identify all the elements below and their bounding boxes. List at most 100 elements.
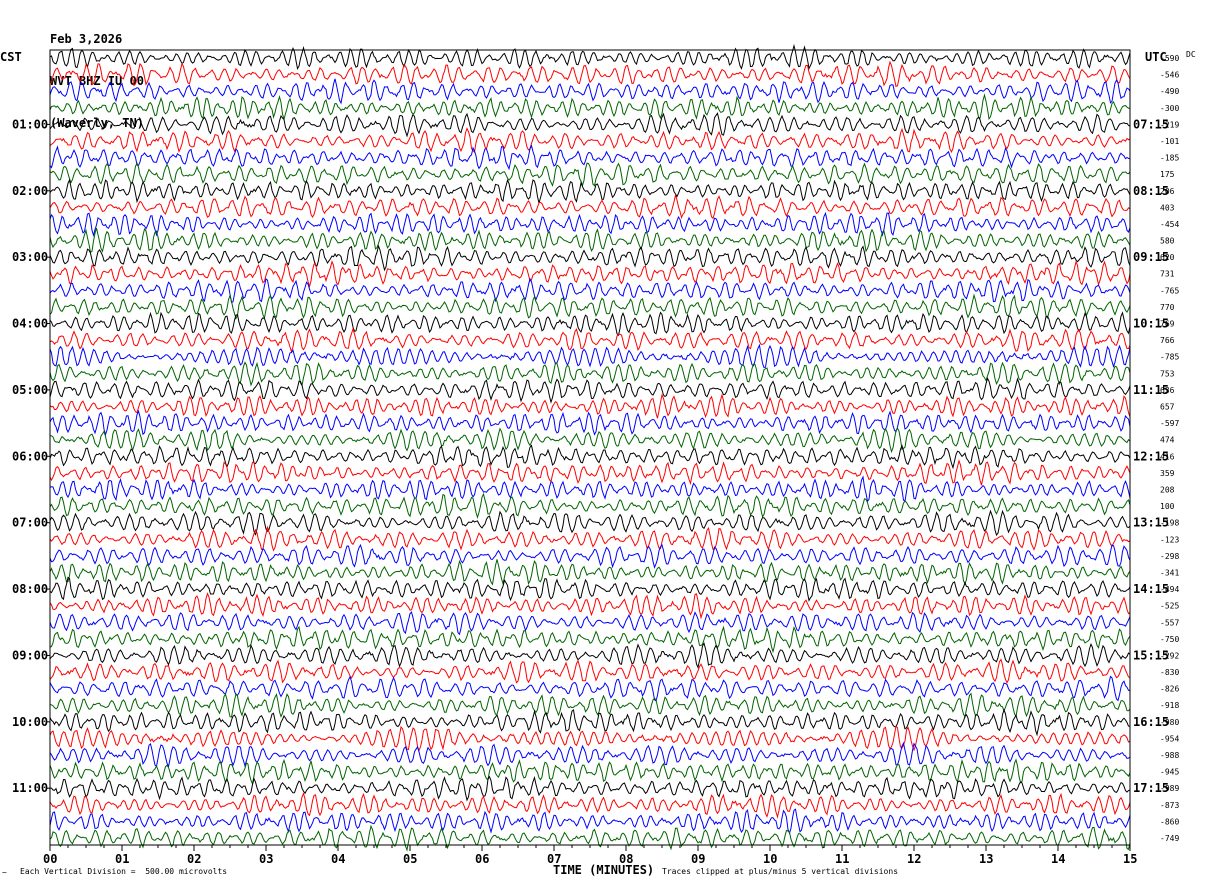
seismic-trace (49, 824, 1131, 852)
x-tick-label: 06 (475, 852, 489, 866)
dc-offset-label: -185 (1160, 154, 1179, 163)
dc-offset-label: 100 (1160, 502, 1175, 511)
dc-offset-label: -101 (1160, 137, 1179, 146)
dc-offset-label: -750 (1160, 635, 1179, 644)
seismic-trace (49, 741, 1131, 769)
right-hour-label: 07:15 (1133, 117, 1169, 131)
seismic-trace (49, 543, 1131, 569)
x-tick-label: 12 (907, 852, 921, 866)
dc-offset-label: 206 (1160, 187, 1175, 196)
dc-offset-label: -219 (1160, 120, 1179, 129)
seismic-trace (49, 178, 1131, 204)
trace-group (49, 43, 1131, 852)
x-tick-label: 04 (331, 852, 345, 866)
left-hour-label: 08:00 (12, 582, 48, 596)
seismic-trace (49, 161, 1131, 188)
seismic-trace (49, 708, 1131, 737)
seismic-trace (49, 393, 1131, 419)
dc-offset-label: -525 (1160, 602, 1179, 611)
dc-offset-label: -557 (1160, 618, 1179, 627)
x-tick-label: 07 (547, 852, 561, 866)
right-hour-label: 09:15 (1133, 250, 1169, 264)
seismic-trace (49, 692, 1131, 719)
right-hour-label: 17:15 (1133, 781, 1169, 795)
dc-offset-label: -830 (1160, 668, 1179, 677)
dc-offset-label: -300 (1160, 104, 1179, 113)
dc-offset-label: -785 (1160, 353, 1179, 362)
dc-offset-label: -494 (1160, 585, 1179, 594)
right-hour-label: 12:15 (1133, 449, 1169, 463)
seismic-trace (49, 592, 1131, 620)
dc-offset-label: -860 (1160, 817, 1179, 826)
left-hour-label: 07:00 (12, 516, 48, 530)
seismic-trace (49, 775, 1131, 802)
seismic-trace (49, 725, 1131, 752)
seismic-trace (49, 459, 1131, 486)
left-timezone-label: CST (0, 50, 22, 64)
corner-mark: ~ (2, 868, 7, 877)
dc-offset-label: -597 (1160, 419, 1179, 428)
dc-column-header: DC (1186, 50, 1196, 59)
dc-offset-label: -123 (1160, 535, 1179, 544)
dc-offset-label: 769 (1160, 320, 1175, 329)
x-tick-label: 15 (1123, 852, 1137, 866)
seismic-trace (49, 244, 1131, 272)
seismic-trace (49, 576, 1131, 602)
right-hour-label: 13:15 (1133, 516, 1169, 530)
seismic-trace (49, 277, 1131, 304)
left-hour-label: 04:00 (12, 317, 48, 331)
seismic-trace (49, 343, 1131, 369)
seismic-trace (49, 293, 1131, 320)
right-hour-label: 11:15 (1133, 383, 1169, 397)
x-tick-label: 08 (619, 852, 633, 866)
seismic-trace (49, 427, 1131, 454)
left-hour-label: 06:00 (12, 449, 48, 463)
seismic-trace (49, 808, 1131, 835)
seismic-trace (49, 559, 1131, 586)
right-hour-label: 16:15 (1133, 715, 1169, 729)
dc-offset-label: -590 (1160, 54, 1179, 63)
seismic-trace (49, 625, 1131, 654)
left-hour-label: 09:00 (12, 648, 48, 662)
seismic-trace (49, 112, 1131, 138)
right-hour-label: 14:15 (1133, 582, 1169, 596)
right-hour-label: 10:15 (1133, 317, 1169, 331)
hour-labels: -590 -546 -490 -300 -219 -101 -185 175 206 403 -45… (12, 54, 1179, 843)
right-hour-label: 15:15 (1133, 648, 1169, 662)
dc-offset-label: -918 (1160, 701, 1179, 710)
x-tick-label: 02 (187, 852, 201, 866)
dc-offset-label: -989 (1160, 784, 1179, 793)
x-tick-label: 03 (259, 852, 273, 866)
dc-offset-label: -292 (1160, 651, 1179, 660)
dc-offset-label: -546 (1160, 71, 1179, 80)
seismic-trace (49, 43, 1131, 71)
dc-offset-label: 175 (1160, 170, 1175, 179)
seismic-trace (49, 311, 1131, 337)
seismic-trace (49, 641, 1131, 669)
left-hour-label: 02:00 (12, 184, 48, 198)
dc-offset-label: 580 (1160, 237, 1175, 246)
seismic-trace (49, 525, 1131, 552)
clip-note: Traces clipped at plus/minus 5 vertical … (662, 867, 899, 876)
left-hour-label: 05:00 (12, 383, 48, 397)
dc-offset-label: -198 (1160, 519, 1179, 528)
dc-offset-label: -826 (1160, 685, 1179, 694)
seismic-trace (49, 193, 1131, 220)
right-timezone-label: UTC (1145, 50, 1167, 64)
x-tick-label: 13 (979, 852, 993, 866)
seismic-trace (49, 78, 1131, 105)
seismic-trace (49, 93, 1131, 122)
left-hour-label: 10:00 (12, 715, 48, 729)
dc-offset-label: 657 (1160, 403, 1175, 412)
scale-note: Each Vertical Division = 500.00 microvol… (20, 867, 228, 876)
dc-offset-label: 636 (1160, 386, 1175, 395)
seismic-trace (49, 444, 1131, 470)
x-axis-label: TIME (MINUTES) (553, 863, 654, 877)
seismic-trace (49, 327, 1131, 354)
x-tick-label: 09 (691, 852, 705, 866)
seismic-trace (49, 227, 1131, 254)
seismic-trace (49, 611, 1131, 636)
seismic-trace (49, 144, 1131, 171)
seismic-trace (49, 361, 1131, 387)
x-tick-label: 11 (835, 852, 849, 866)
